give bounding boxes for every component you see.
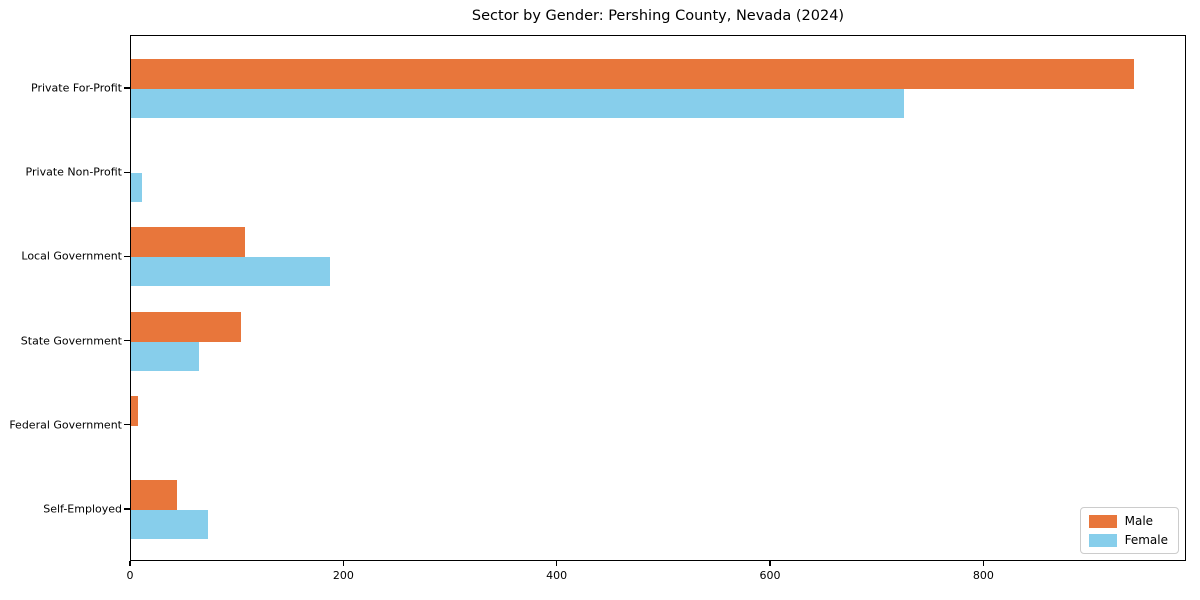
xtick-mark-600 <box>769 561 771 566</box>
ytick-label-state-government: State Government <box>20 334 122 348</box>
bar-male-self-employed <box>131 480 177 510</box>
bar-male-federal-government <box>131 395 139 426</box>
ytick-mark-private-for-profit <box>124 87 130 89</box>
legend-item-male: Male <box>1088 514 1168 528</box>
ytick-label-self-employed: Self-Employed <box>43 502 122 516</box>
legend-label-female: Female <box>1124 533 1168 547</box>
bar-female-state-government <box>131 341 200 371</box>
ytick-mark-private-non-profit <box>124 171 130 173</box>
ytick-mark-federal-government <box>124 424 130 426</box>
ytick-mark-self-employed <box>124 508 130 510</box>
bar-male-state-government <box>131 311 241 342</box>
xtick-mark-800 <box>982 561 984 566</box>
ytick-label-federal-government: Federal Government <box>9 418 122 432</box>
bar-female-private-for-profit <box>131 89 905 118</box>
bar-male-private-for-profit <box>131 59 1134 89</box>
xtick-label-400: 400 <box>546 569 568 582</box>
bar-female-local-government <box>131 257 331 287</box>
ytick-label-local-government: Local Government <box>21 249 122 263</box>
legend-label-male: Male <box>1124 514 1154 528</box>
xtick-label-0: 0 <box>126 569 134 582</box>
ytick-label-private-for-profit: Private For-Profit <box>31 81 122 95</box>
ytick-mark-state-government <box>124 340 130 342</box>
chart-title: Sector by Gender: Pershing County, Nevad… <box>471 8 845 24</box>
ytick-mark-local-government <box>124 255 130 257</box>
ytick-label-private-non-profit: Private Non-Profit <box>25 165 122 179</box>
legend-swatch-male <box>1088 514 1117 528</box>
bar-female-self-employed <box>131 510 208 539</box>
legend: Male Female <box>1079 507 1179 554</box>
bar-male-local-government <box>131 227 246 258</box>
xtick-mark-0 <box>129 561 131 566</box>
xtick-label-600: 600 <box>759 569 781 582</box>
bar-female-private-non-profit <box>131 173 142 203</box>
xtick-label-200: 200 <box>332 569 354 582</box>
xtick-mark-200 <box>342 561 344 566</box>
plot-area: Male Female <box>130 35 1186 561</box>
legend-swatch-female <box>1088 533 1117 547</box>
legend-item-female: Female <box>1088 533 1168 547</box>
xtick-label-800: 800 <box>972 569 994 582</box>
xtick-mark-400 <box>556 561 558 566</box>
